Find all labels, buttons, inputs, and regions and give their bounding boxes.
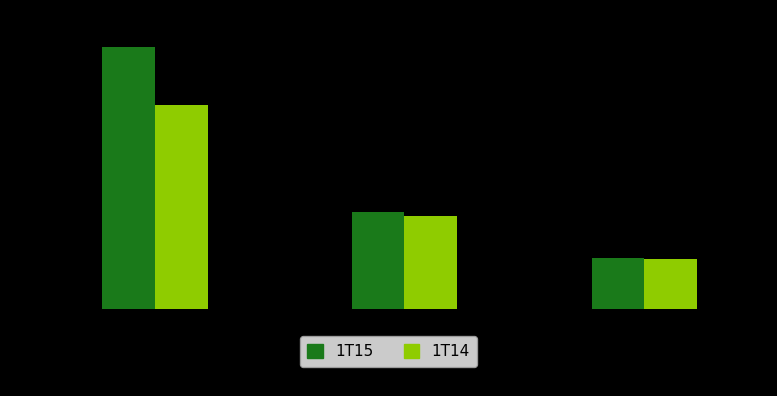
Bar [155,105,207,309]
Bar [404,215,457,309]
Legend: 1T15, 1T14: 1T15, 1T14 [300,336,477,367]
Bar [644,259,697,309]
Bar [102,48,155,309]
Bar [351,212,404,309]
Bar [591,258,644,309]
